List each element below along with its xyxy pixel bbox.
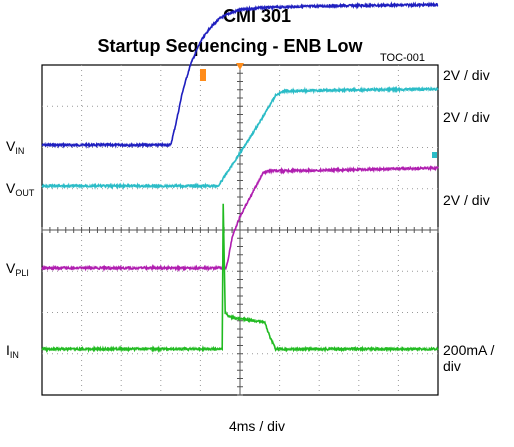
trigger-marker (236, 63, 244, 70)
trigger-position-marker (200, 69, 206, 81)
channel-scale-vout: 2V / div (443, 109, 490, 125)
trace-vin-noise (41, 2, 439, 148)
channel-label-main: V (6, 138, 16, 154)
channel-label-main: V (6, 260, 16, 276)
channel-scale-vpli: 2V / div (443, 192, 490, 208)
channel-label-main: V (6, 180, 16, 196)
channel-label-sub: PLI (15, 268, 29, 278)
trace-iin-noise (41, 204, 439, 353)
time-scale-label: 4ms / div (228, 418, 285, 434)
channel-label-main: I (6, 342, 10, 358)
channel-label-sub: OUT (15, 188, 35, 198)
channel-scale-vin: 2V / div (443, 67, 490, 83)
trace-vout-noise (41, 86, 439, 190)
offset-marker (432, 152, 437, 158)
channel-label-iin: IIN (6, 342, 19, 363)
chart-subtitle: Startup Sequencing - ENB Low (97, 36, 363, 56)
figure-code: TOC-001 (380, 52, 426, 64)
trace-vpli-noise (41, 165, 439, 272)
channel-scale-iin: 200mA / div (443, 342, 495, 374)
channel-label-vin: VIN (6, 138, 24, 159)
channel-label-vpli: VPLI (6, 260, 29, 281)
channel-label-sub: IN (9, 350, 19, 360)
channel-label-sub: IN (15, 146, 25, 156)
channel-label-vout: VOUT (6, 180, 34, 201)
